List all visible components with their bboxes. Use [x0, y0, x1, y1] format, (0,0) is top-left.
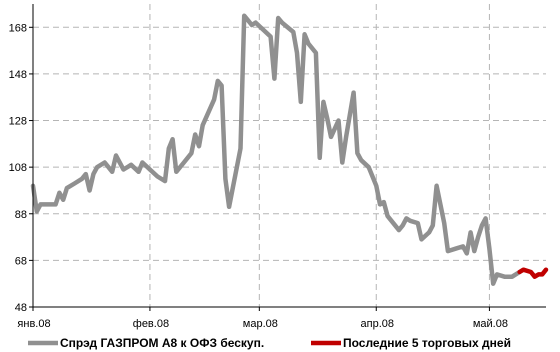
x-tick-label: апр.08 — [361, 318, 394, 330]
legend-label-1: Спрэд ГАЗПРОМ А8 к ОФЗ бескуп. — [60, 336, 264, 350]
series-group — [30, 13, 549, 286]
legend-label-2: Последние 5 торговых дней — [343, 336, 511, 350]
legend: Спрэд ГАЗПРОМ А8 к ОФЗ бескуп. Последние … — [28, 336, 511, 350]
x-axis-ticks: янв.08 фев.08 мар.08 апр.08 май.08 — [17, 318, 508, 330]
y-tick-label: 48 — [15, 302, 27, 314]
series-line-2 — [517, 267, 549, 279]
x-tick-label: янв.08 — [17, 318, 50, 330]
y-tick-label: 108 — [9, 162, 27, 174]
y-tick-label: 68 — [15, 255, 27, 267]
x-tick-label: май.08 — [473, 318, 508, 330]
series-line-1 — [30, 13, 522, 286]
y-tick-label: 88 — [15, 209, 27, 221]
y-tick-label: 148 — [9, 69, 27, 81]
x-tick-label: фев.08 — [133, 318, 169, 330]
y-tick-label: 168 — [9, 22, 27, 34]
axes — [29, 4, 546, 311]
y-axis-ticks: 48 68 88 108 128 148 168 — [9, 22, 27, 314]
y-tick-label: 128 — [9, 116, 27, 128]
x-tick-label: мар.08 — [243, 318, 278, 330]
gridlines — [33, 4, 546, 307]
